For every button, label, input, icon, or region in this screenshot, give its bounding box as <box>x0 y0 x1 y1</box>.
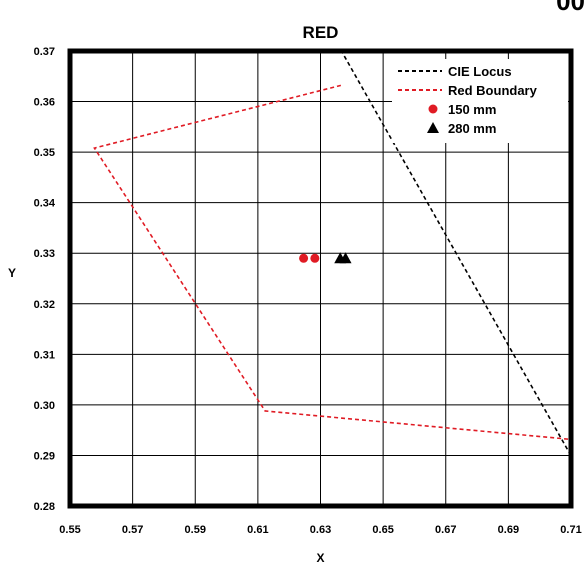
x-tick-label: 0.65 <box>372 524 393 536</box>
data-point-circle <box>299 253 309 263</box>
data-point-triangle <box>339 252 352 264</box>
series-line-cie-locus <box>340 49 571 454</box>
plot-frame <box>67 48 574 509</box>
legend-swatch-circle <box>428 104 438 114</box>
y-tick-label: 0.30 <box>34 400 55 412</box>
x-tick-label: 0.57 <box>122 524 143 536</box>
y-tick-label: 0.34 <box>34 198 56 210</box>
y-tick-label: 0.33 <box>34 248 55 260</box>
x-tick-label: 0.61 <box>247 524 268 536</box>
corner-text: 00 <box>556 0 585 16</box>
x-tick-label: 0.71 <box>560 524 581 536</box>
grid <box>69 50 572 507</box>
y-tick-label: 0.36 <box>34 97 55 109</box>
y-tick-label: 0.31 <box>34 349 55 361</box>
data-point-circle <box>310 253 320 263</box>
chart-title: RED <box>303 23 339 42</box>
legend-swatch-triangle <box>427 122 439 133</box>
series-line-red-boundary <box>93 84 570 441</box>
y-tick-label: 0.32 <box>34 299 55 311</box>
y-tick-label: 0.29 <box>34 450 55 462</box>
tick-labels: 0.55 0.57 0.59 0.61 0.63 0.65 0.67 0.69 0.71 0.28… <box>34 46 582 536</box>
series-layer <box>93 49 571 454</box>
y-tick-label: 0.37 <box>34 46 55 58</box>
legend-box <box>392 59 568 143</box>
legend-label: Red Boundary <box>448 83 538 98</box>
legend-label: 150 mm <box>448 102 496 117</box>
legend-label: CIE Locus <box>448 64 512 79</box>
x-tick-label: 0.63 <box>310 524 331 536</box>
legend-label: 280 mm <box>448 121 496 136</box>
x-tick-label: 0.59 <box>185 524 206 536</box>
legend: CIE Locus Red Boundary 150 mm 280 mm <box>392 59 568 143</box>
x-tick-label: 0.55 <box>59 524 80 536</box>
y-tick-label: 0.35 <box>34 147 55 159</box>
y-tick-label: 0.28 <box>34 501 55 513</box>
y-axis-label: Y <box>8 266 16 280</box>
x-axis-label: X <box>316 551 324 565</box>
x-tick-label: 0.67 <box>435 524 456 536</box>
x-tick-label: 0.69 <box>498 524 519 536</box>
